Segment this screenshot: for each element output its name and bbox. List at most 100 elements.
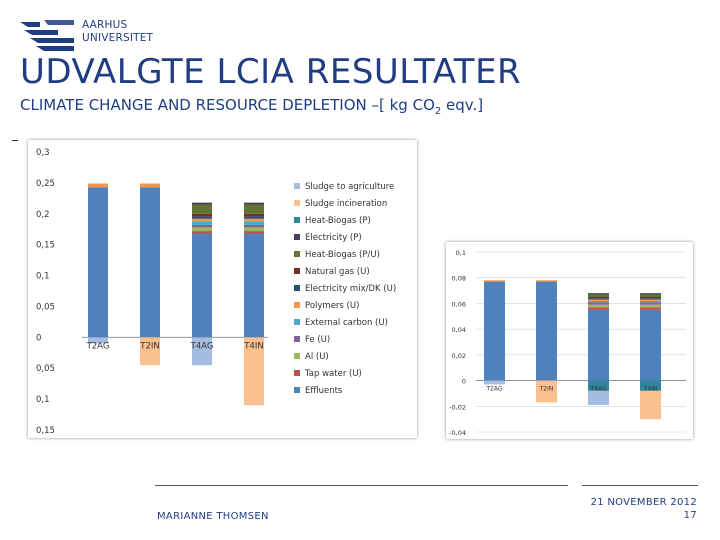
bar-segment xyxy=(192,213,212,217)
legend-label: Fe (U) xyxy=(305,335,330,345)
bar-segment xyxy=(588,380,609,391)
aarhus-university-logo-icon xyxy=(20,20,74,51)
bar-segment xyxy=(244,204,264,214)
bar-segment xyxy=(484,380,505,385)
bar-segment xyxy=(588,309,609,381)
footer-date-block: 21 NOVEMBER 2012 17 xyxy=(591,496,697,522)
bar-segment xyxy=(192,218,212,222)
y-tick-label: 0,04 xyxy=(452,326,466,334)
bar-segment xyxy=(244,224,264,228)
bar-segment xyxy=(244,218,264,222)
chart-main: 0,3 0,25 0,2 0,15 0,1 0,05 0 0,05 0,1 0,15 T2AG T2I… xyxy=(28,140,417,438)
bar-segment xyxy=(192,233,212,338)
legend-swatch xyxy=(294,302,300,308)
chart-secondary: 0,1 0,08 0,06 0,04 0,02 0 -0,02 -0,04 T2AG T2IN T4… xyxy=(446,242,693,439)
footer-divider-right xyxy=(582,485,698,486)
footer-divider-left xyxy=(155,485,568,486)
bar-segment xyxy=(140,337,160,366)
y-tick-label: 0,1 xyxy=(36,395,50,405)
bar-segment xyxy=(192,224,212,228)
chart-main-svg: 0,3 0,25 0,2 0,15 0,1 0,05 0 0,05 0,1 0,15 T2AG T2I… xyxy=(36,148,396,436)
y-tick-label: 0,02 xyxy=(452,352,466,360)
legend-label: Natural gas (U) xyxy=(305,267,370,277)
legend-label: Heat-Biogas (P) xyxy=(305,216,371,226)
legend-label: Al (U) xyxy=(305,352,329,362)
bar-segment xyxy=(244,221,264,225)
bar-segment xyxy=(640,294,661,297)
bar-segment xyxy=(640,299,661,301)
bar-segment xyxy=(640,307,661,310)
legend-swatch xyxy=(294,217,300,223)
legend-swatch xyxy=(294,200,300,206)
bar-segment xyxy=(140,183,160,188)
page-title: UDVALGTE LCIA RESULTATER xyxy=(20,52,522,92)
legend-label: Heat-Biogas (P/U) xyxy=(305,250,380,260)
bar-segment xyxy=(640,297,661,299)
y-tick-label: 0,15 xyxy=(36,426,55,436)
legend-label: External carbon (U) xyxy=(305,318,388,328)
legend-swatch xyxy=(294,285,300,291)
y-tick-label: -0,04 xyxy=(449,429,466,437)
legend-swatch xyxy=(294,353,300,359)
legend-swatch xyxy=(294,336,300,342)
legend-swatch xyxy=(294,370,300,376)
page-subtitle: CLIMATE CHANGE AND RESOURCE DEPLETION –[… xyxy=(20,96,483,117)
footer-date: 21 NOVEMBER 2012 xyxy=(590,497,697,508)
bar-segment xyxy=(640,302,661,305)
bar-segment xyxy=(588,299,609,301)
x-category-label: T2AG xyxy=(86,341,110,351)
bar-segment xyxy=(244,231,264,234)
footer-page-number: 17 xyxy=(683,510,697,521)
subtitle-sub: 2 xyxy=(434,106,442,117)
y-tick-label: 0,15 xyxy=(36,241,55,251)
y-tick-label: 0,08 xyxy=(452,275,466,283)
legend-label: Sludge to agriculture xyxy=(305,182,394,192)
bar-segment xyxy=(192,216,212,219)
university-name: AARHUS UNIVERSITET xyxy=(82,19,153,45)
legend-label: Effluents xyxy=(305,386,343,396)
legend-swatch xyxy=(294,387,300,393)
y-tick-label: 0,25 xyxy=(36,179,55,189)
bar-segment xyxy=(640,390,661,420)
university-line1: AARHUS xyxy=(82,19,128,31)
legend-swatch xyxy=(294,268,300,274)
bar-segment xyxy=(484,280,505,282)
bar-segment xyxy=(640,298,661,300)
bar-segment xyxy=(588,390,609,405)
y-tick-label: 0,05 xyxy=(36,302,55,312)
legend-swatch xyxy=(294,234,300,240)
bar-segment xyxy=(192,202,212,205)
bar-segment xyxy=(588,307,609,310)
bar-segment xyxy=(192,227,212,232)
bar-segment xyxy=(244,202,264,205)
bar-segment xyxy=(536,380,557,403)
bar-segment xyxy=(588,304,609,308)
bar-segment xyxy=(640,304,661,308)
x-category-label: T4IN xyxy=(643,386,658,393)
bar-segment xyxy=(244,233,264,338)
bar-segment xyxy=(588,294,609,297)
left-marker xyxy=(12,140,18,141)
bar-segment xyxy=(536,281,557,381)
bar-segment xyxy=(244,337,264,406)
legend-swatch xyxy=(294,251,300,257)
y-tick-label: 0 xyxy=(36,333,41,343)
y-tick-label: -0,02 xyxy=(449,403,466,411)
x-category-label: T4AG xyxy=(190,341,214,351)
bar-segment xyxy=(588,293,609,295)
legend-label: Electricity (P) xyxy=(305,233,362,243)
x-category-label: T4IN xyxy=(243,341,263,351)
x-category-label: T2IN xyxy=(539,386,554,393)
y-tick-label: 0,05 xyxy=(36,364,55,374)
x-category-label: T2IN xyxy=(139,341,159,351)
bar-segment xyxy=(244,227,264,232)
y-tick-label: 0 xyxy=(462,378,466,386)
bar-segment xyxy=(244,213,264,217)
bar-segment xyxy=(192,231,212,234)
bar-segment xyxy=(640,309,661,381)
footer-author: MARIANNE THOMSEN xyxy=(157,511,269,522)
bar-segment xyxy=(588,302,609,305)
subtitle-end: eqv.] xyxy=(441,96,484,114)
legend-label: Tap water (U) xyxy=(304,369,362,379)
bar-segment xyxy=(484,281,505,381)
